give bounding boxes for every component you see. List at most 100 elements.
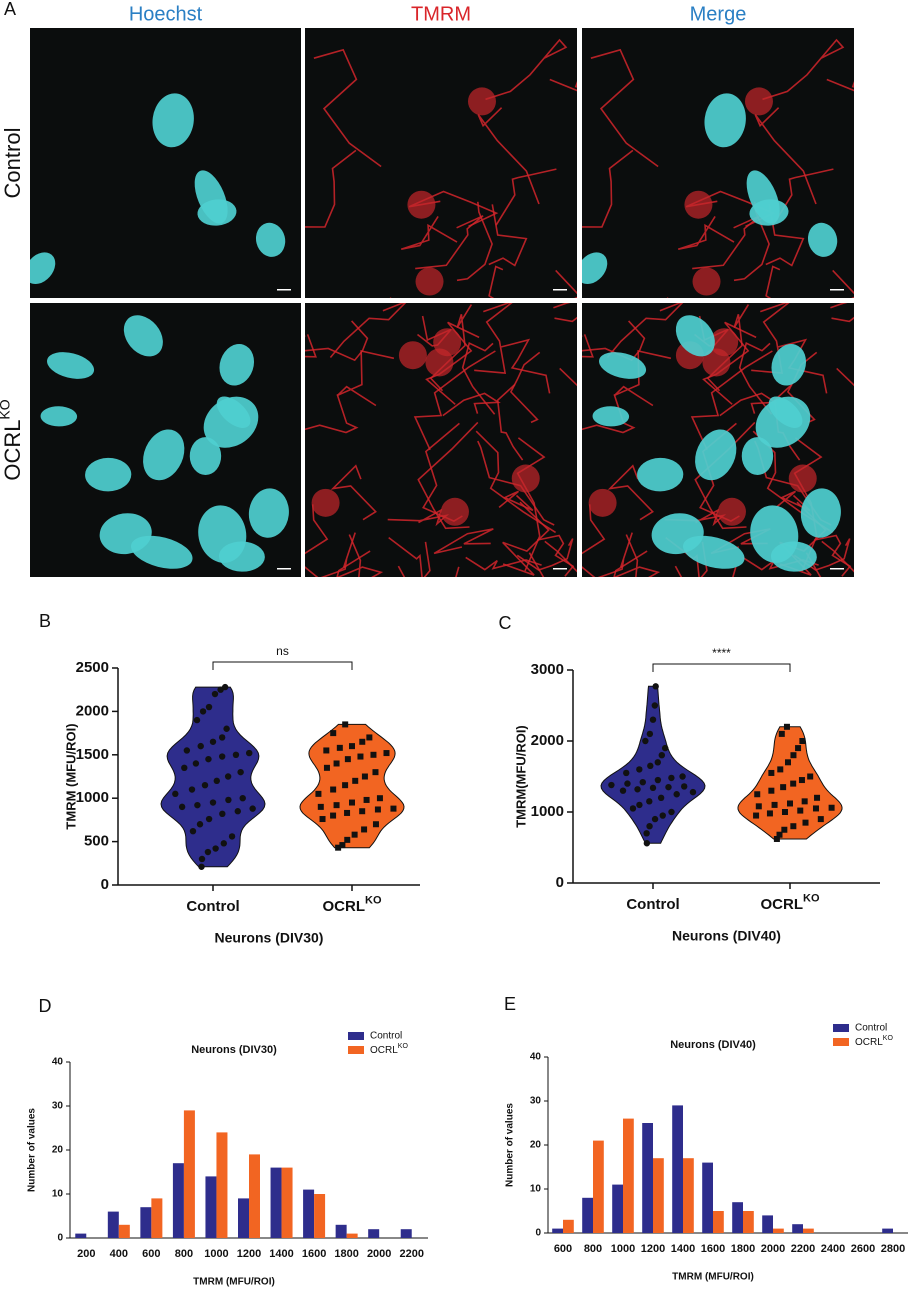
- fiber: [821, 540, 854, 573]
- data-point: [790, 780, 797, 787]
- data-point: [679, 773, 686, 780]
- data-point: [188, 786, 196, 793]
- x-tick-label: 2400: [821, 1243, 845, 1255]
- mito-cluster: [684, 190, 713, 219]
- bar: [335, 1224, 347, 1238]
- data-point: [623, 769, 630, 777]
- data-point: [781, 809, 788, 815]
- fiber: [677, 215, 735, 250]
- data-point: [781, 826, 788, 833]
- bar: [762, 1215, 773, 1233]
- data-point: [654, 776, 662, 784]
- nucleus: [40, 406, 78, 427]
- fiber: [690, 350, 773, 451]
- data-point: [629, 805, 637, 812]
- column-header: TMRM: [411, 3, 471, 25]
- data-point: [799, 738, 806, 744]
- data-point: [649, 716, 657, 723]
- bar: [346, 1233, 358, 1238]
- y-tick-label: 2000: [76, 702, 109, 719]
- fiber: [813, 534, 852, 577]
- scale-bar: [553, 568, 567, 570]
- fiber: [313, 48, 382, 168]
- data-point: [335, 844, 342, 851]
- row-label-sup: KO: [0, 399, 12, 419]
- panel-letter: E: [504, 994, 516, 1014]
- nucleus: [582, 252, 608, 285]
- data-point: [673, 791, 680, 798]
- x-tick-label: OCRLKO: [761, 892, 820, 913]
- x-tick-label: 2000: [367, 1248, 391, 1260]
- x-tick-label: 800: [175, 1248, 193, 1260]
- fiber: [702, 321, 757, 405]
- bar: [368, 1229, 380, 1238]
- x-tick-label-sup: KO: [365, 894, 382, 906]
- y-tick-label: 2500: [76, 659, 109, 676]
- mito-cluster: [433, 328, 462, 357]
- x-tick-label: 1600: [302, 1248, 326, 1260]
- legend-label-text: OCRL: [370, 1045, 398, 1056]
- bar: [183, 1110, 195, 1238]
- x-tick-label: 1400: [671, 1243, 695, 1255]
- data-point: [372, 821, 379, 828]
- nucleus: [47, 352, 95, 379]
- data-point: [246, 749, 253, 757]
- micrograph-content: [582, 303, 854, 577]
- bar: [713, 1211, 724, 1233]
- y-tick-label: 0: [101, 876, 109, 893]
- data-point: [205, 703, 213, 711]
- data-point: [363, 796, 370, 803]
- fiber: [498, 490, 534, 512]
- data-point: [213, 777, 220, 785]
- mito-cluster: [311, 488, 340, 517]
- data-point: [330, 812, 337, 819]
- bar: [683, 1158, 694, 1233]
- nucleus: [123, 315, 163, 357]
- fiber: [719, 392, 778, 417]
- bar: [400, 1229, 412, 1238]
- micrograph: [30, 28, 301, 298]
- bar: [314, 1194, 326, 1238]
- y-tick-label: 0: [57, 1233, 63, 1244]
- fiber: [754, 107, 817, 205]
- y-tick-label: 40: [52, 1057, 64, 1068]
- x-tick-label-sup: KO: [803, 892, 820, 904]
- data-point: [639, 778, 646, 786]
- data-point: [205, 755, 212, 763]
- data-point: [642, 737, 649, 745]
- bar: [107, 1211, 119, 1238]
- data-point: [654, 759, 661, 766]
- legend-swatch: [348, 1032, 364, 1040]
- x-tick-label: 1400: [269, 1248, 293, 1260]
- micrograph: [30, 303, 301, 577]
- nucleus: [143, 429, 185, 481]
- data-point: [330, 730, 337, 737]
- data-point: [333, 802, 340, 809]
- data-point: [237, 768, 244, 776]
- fiber: [582, 320, 646, 362]
- data-point: [790, 823, 797, 830]
- fiber: [488, 265, 504, 298]
- data-point: [785, 759, 792, 766]
- data-point: [209, 738, 217, 745]
- fiber: [700, 541, 708, 577]
- fiber: [501, 338, 551, 394]
- data-point: [319, 816, 326, 823]
- column-header: Merge: [690, 3, 747, 25]
- scale-bar: [277, 568, 291, 570]
- bar: [552, 1228, 563, 1233]
- x-tick-label: 1600: [701, 1243, 725, 1255]
- data-point: [798, 777, 805, 784]
- data-point: [234, 808, 241, 815]
- mito-cluster: [744, 87, 773, 116]
- row-label: OCRLKO: [0, 399, 25, 480]
- violin-body: [737, 726, 843, 840]
- fiber: [329, 303, 407, 359]
- data-point: [344, 756, 351, 763]
- nucleus: [704, 93, 746, 148]
- x-tick-label: 2200: [399, 1248, 423, 1260]
- x-axis-label: TMRM (MFU/ROI): [193, 1277, 275, 1288]
- chart-title: Neurons (DIV40): [670, 1039, 756, 1051]
- fiber: [485, 38, 568, 101]
- y-axis-label: Number of values: [27, 1108, 38, 1192]
